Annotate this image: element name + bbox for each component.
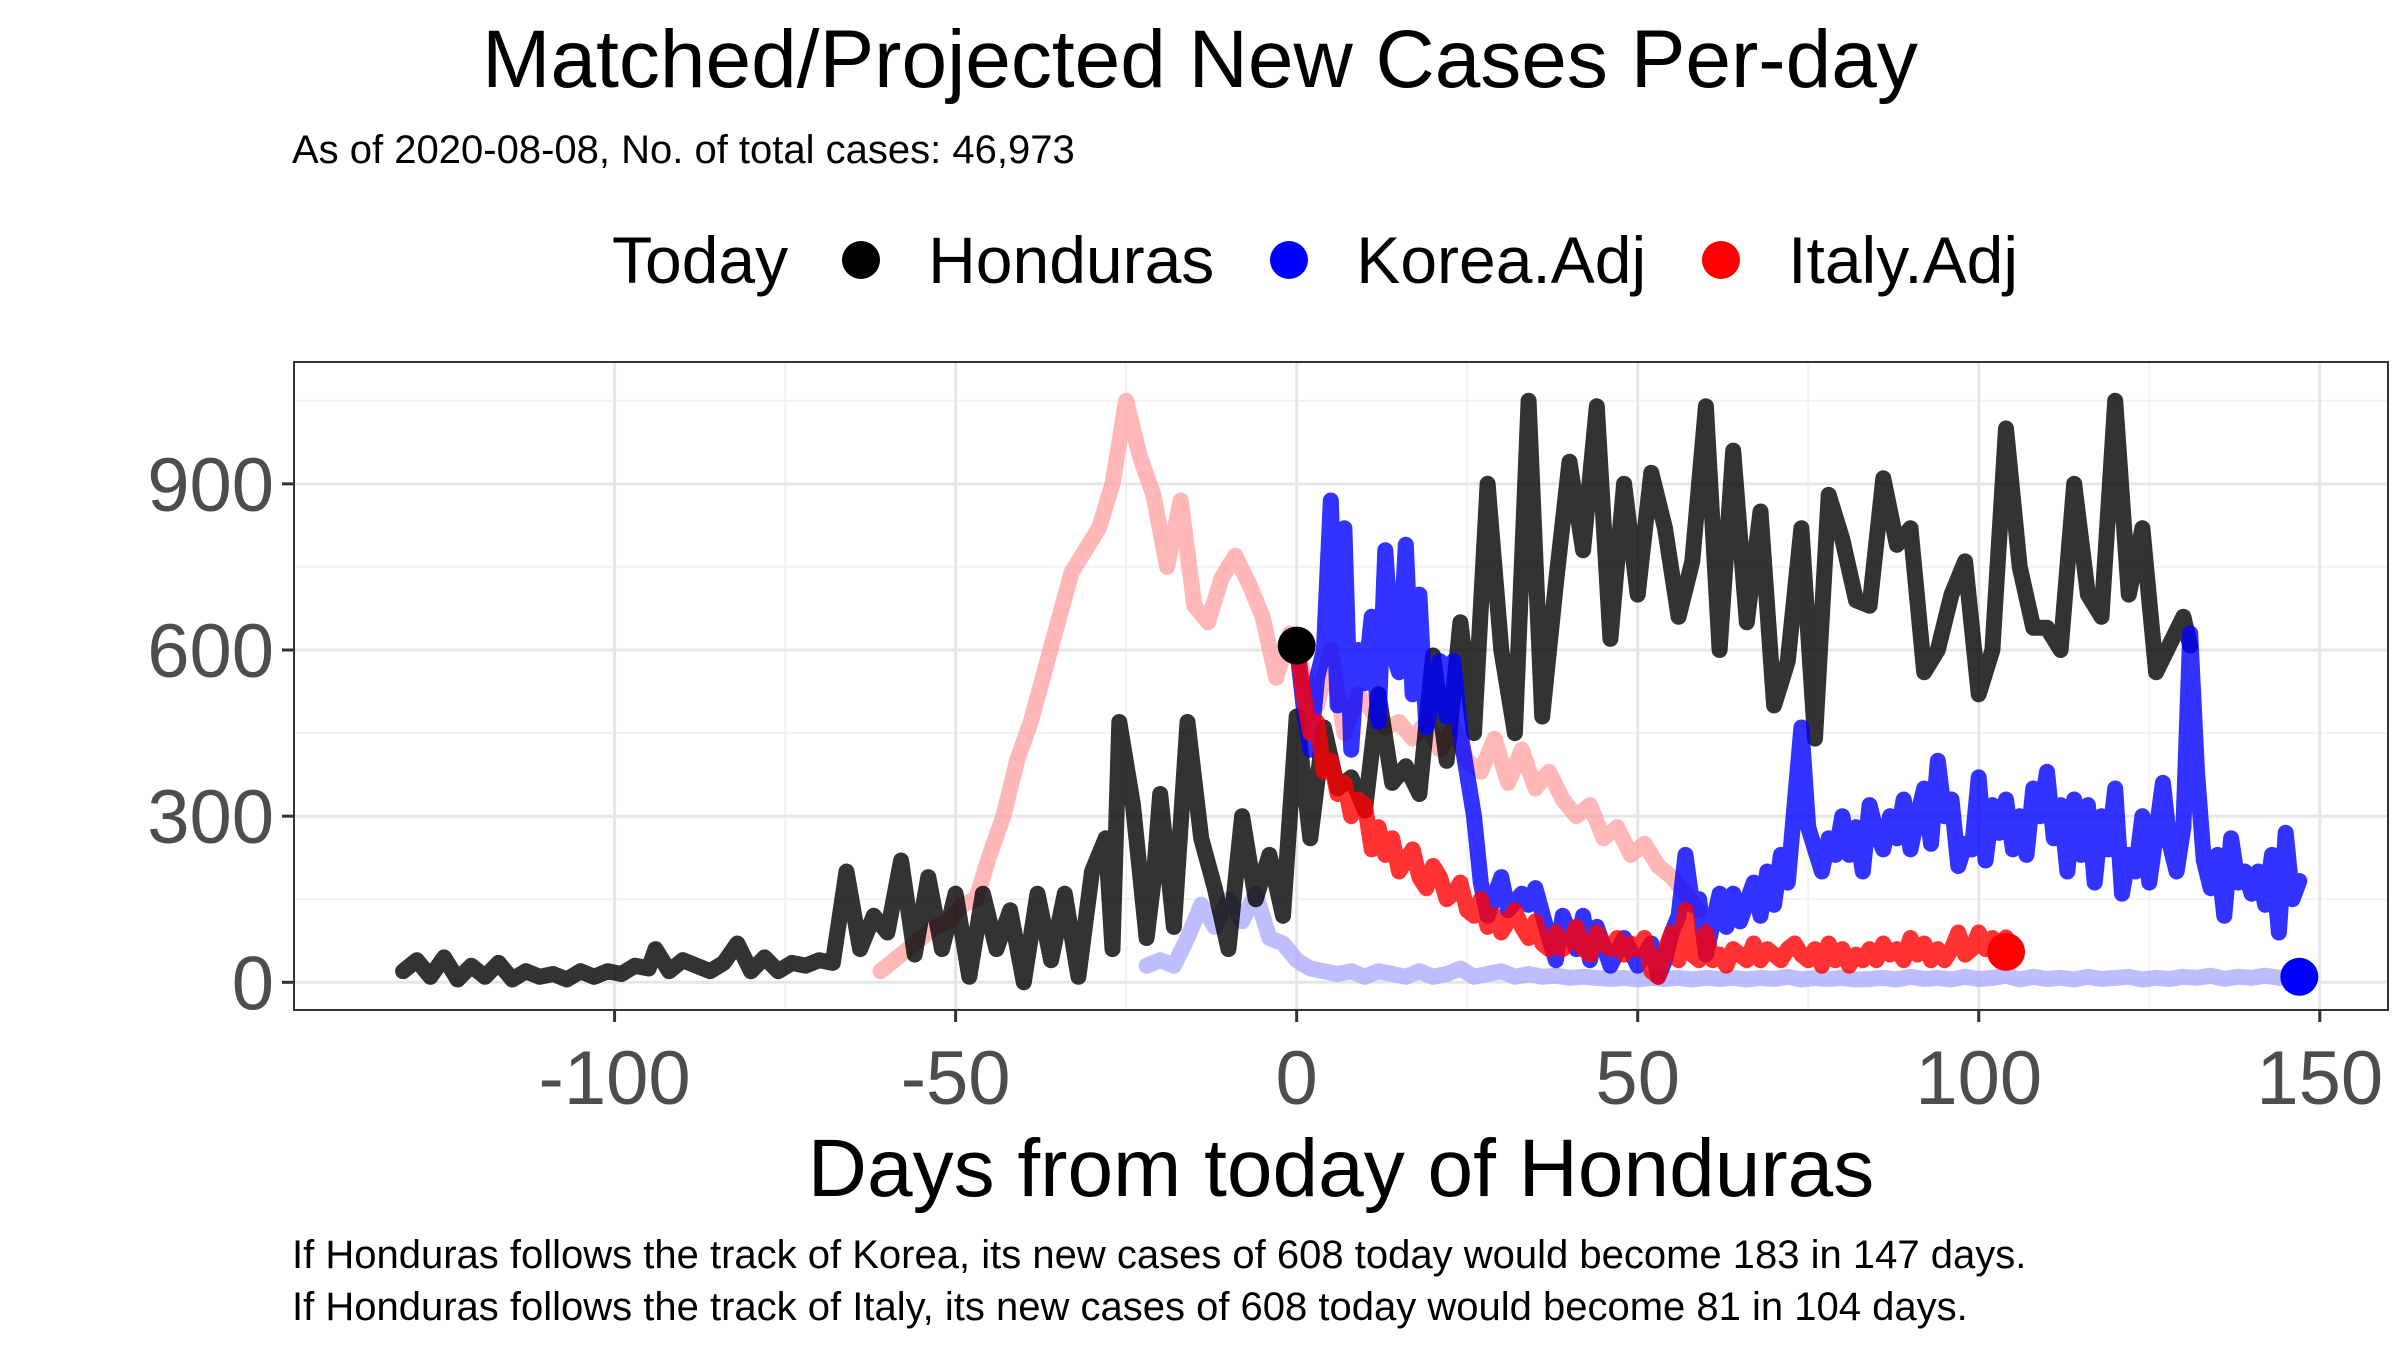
x-tick-label: -50 xyxy=(901,1036,1011,1121)
series-line-korea-adj-history xyxy=(1138,885,2308,988)
series-line-honduras xyxy=(395,392,2199,991)
panel-border xyxy=(293,361,2389,1011)
legend-dot-italy xyxy=(1702,241,1741,279)
legend-item-italy: Italy.Adj xyxy=(1702,222,2018,298)
legend-item-korea: Korea.Adj xyxy=(1270,222,1646,298)
legend-label-italy: Italy.Adj xyxy=(1788,223,2019,297)
today-marker-korea-adj xyxy=(2280,957,2319,996)
legend-title: Today xyxy=(612,223,789,297)
today-marker-honduras xyxy=(1277,626,1316,665)
legend: Today Honduras Korea.Adj Italy.Adj xyxy=(612,215,2074,305)
x-tick-label: 50 xyxy=(1595,1036,1680,1121)
legend-label-honduras: Honduras xyxy=(928,223,1215,297)
y-tick-label: 600 xyxy=(147,609,274,694)
y-tick-label: 0 xyxy=(232,941,274,1026)
today-markers xyxy=(1277,626,2319,996)
x-axis-label: Days from today of Honduras xyxy=(808,1123,1874,1214)
today-marker-italy-adj xyxy=(1987,932,2026,971)
x-tick-label: -100 xyxy=(539,1036,691,1121)
y-tick-label: 900 xyxy=(147,443,274,528)
chart-title: Matched/Projected New Cases Per-day xyxy=(482,14,1918,105)
note-korea: If Honduras follows the track of Korea, … xyxy=(292,1233,2027,1277)
series-line-italy-adj xyxy=(1288,637,2014,985)
legend-dot-honduras xyxy=(842,241,881,279)
chart-subtitle: As of 2020-08-08, No. of total cases: 46… xyxy=(292,128,1075,172)
x-tick-label: 150 xyxy=(2256,1036,2383,1121)
y-tick-label: 300 xyxy=(147,775,274,860)
x-tick-label: 100 xyxy=(1915,1036,2042,1121)
legend-item-honduras: Honduras xyxy=(842,222,1214,298)
note-italy: If Honduras follows the track of Italy, … xyxy=(292,1285,1968,1329)
series-line-korea-adj xyxy=(1288,492,2308,985)
x-tick-label: 0 xyxy=(1276,1036,1318,1121)
legend-label-korea: Korea.Adj xyxy=(1356,223,1647,297)
axes: -100 -50 0 50 100 150 0 300 600 900 xyxy=(147,443,2383,1121)
legend-dot-korea xyxy=(1270,241,1309,279)
